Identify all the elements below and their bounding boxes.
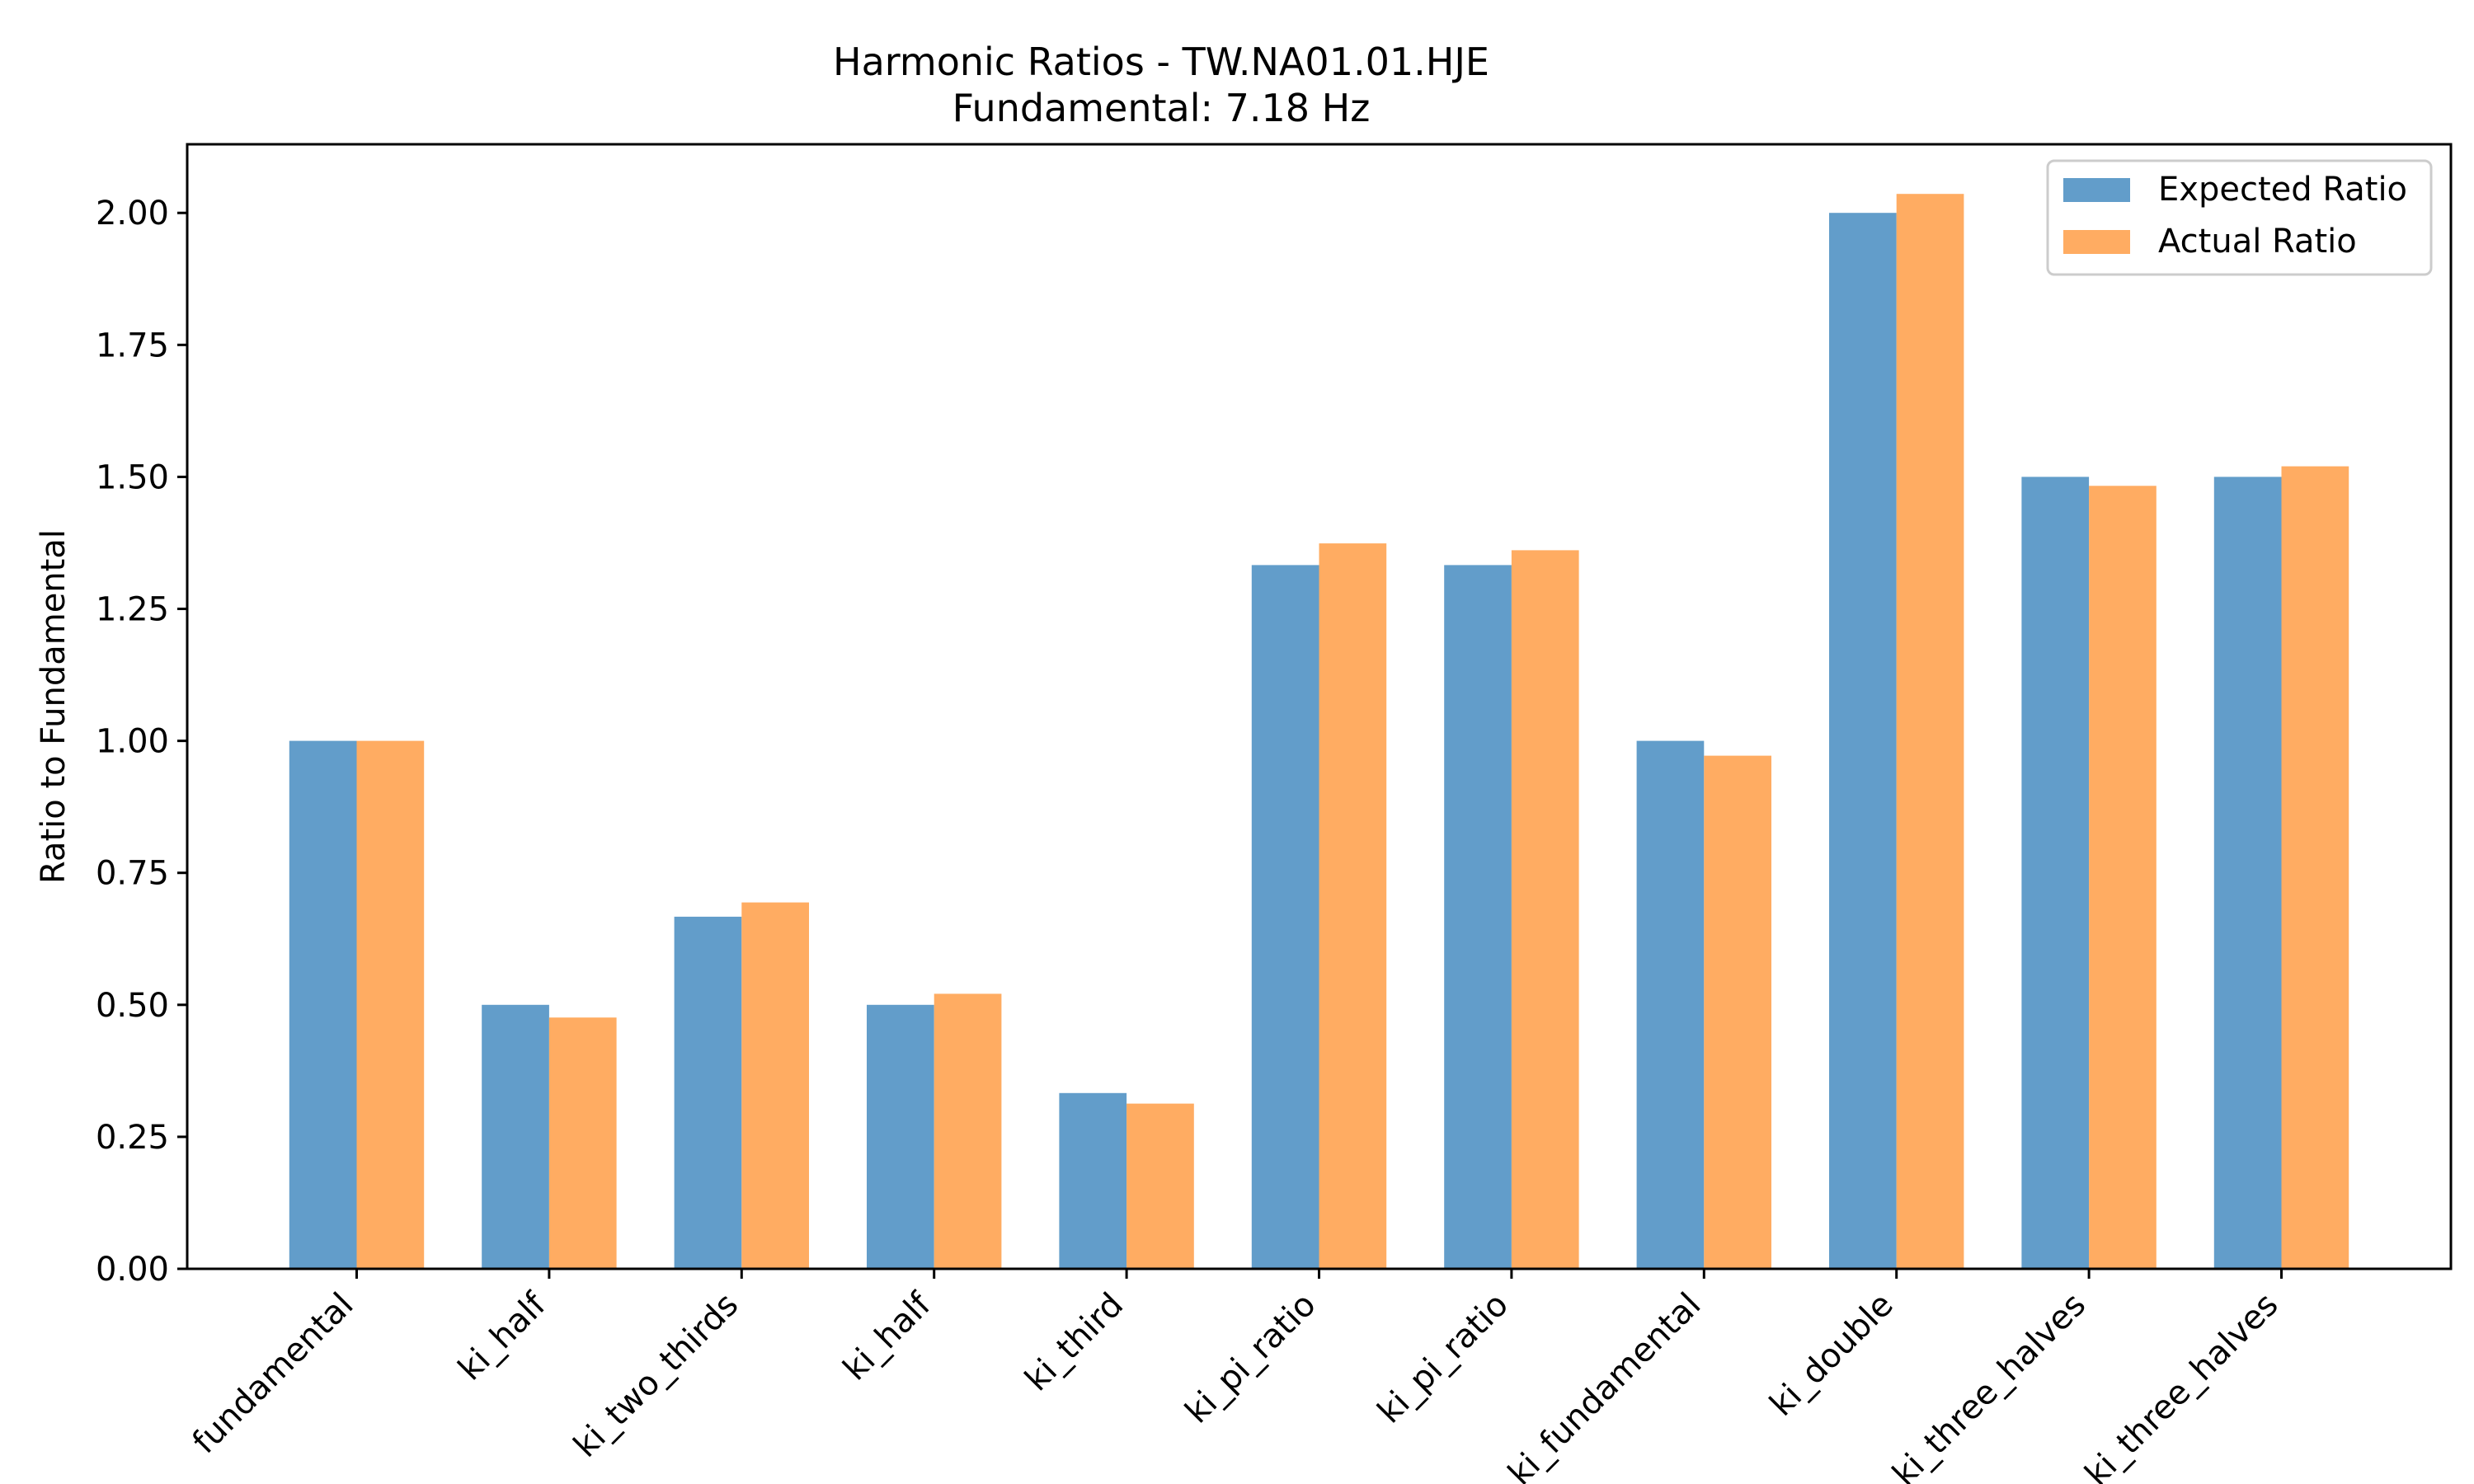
y-tick-label: 1.50	[96, 458, 169, 496]
bars-group	[289, 194, 2349, 1270]
chart-subtitle: Fundamental: 7.18 Hz	[952, 86, 1371, 130]
bar-expected-10	[2213, 477, 2282, 1269]
bar-expected-6	[1444, 565, 1512, 1269]
bar-actual-2	[741, 902, 809, 1269]
x-axis: fundamental ki_half ki_two_thirds ki_half ki…	[186, 1269, 2286, 1484]
legend-label-actual: Actual Ratio	[2158, 223, 2357, 261]
x-tick-label: ki_three_halves	[1885, 1286, 2093, 1484]
bar-expected-2	[674, 916, 742, 1269]
bar-actual-6	[1511, 550, 1579, 1269]
x-tick-label: ki_fundamental	[1501, 1286, 1708, 1484]
x-tick-label: ki_double	[1762, 1286, 1900, 1424]
bar-expected-5	[1251, 565, 1319, 1269]
bar-expected-8	[1829, 213, 1897, 1270]
x-tick-label: ki_third	[1018, 1286, 1131, 1399]
bar-actual-5	[1319, 543, 1387, 1269]
bar-actual-0	[356, 740, 425, 1269]
bar-expected-3	[867, 1004, 934, 1269]
bar-expected-0	[289, 740, 357, 1269]
y-tick-label: 1.75	[96, 326, 169, 364]
y-tick-label: 0.50	[96, 987, 169, 1025]
bar-actual-8	[1896, 194, 1964, 1270]
x-tick-label: ki_three_halves	[2078, 1286, 2286, 1484]
x-tick-label: ki_half	[836, 1285, 939, 1388]
bar-actual-9	[2089, 486, 2157, 1269]
chart-title: Harmonic Ratios - TW.NA01.01.HJE	[833, 40, 1489, 84]
x-tick-label: ki_two_thirds	[567, 1286, 745, 1465]
legend: Expected Ratio Actual Ratio	[2046, 159, 2433, 276]
legend-label-expected: Expected Ratio	[2158, 171, 2407, 209]
y-tick-label: 2.00	[96, 195, 169, 232]
bar-actual-10	[2281, 466, 2349, 1269]
bar-expected-7	[1636, 740, 1705, 1269]
x-tick-label: ki_pi_ratio	[1178, 1286, 1323, 1431]
x-tick-label: ki_half	[451, 1285, 554, 1388]
bar-expected-1	[482, 1004, 549, 1269]
y-axis: 0.00 0.25 0.50 0.75 1.00 1.25 1.50 1.75 2.00	[96, 195, 187, 1289]
bar-expected-9	[2021, 477, 2090, 1269]
bar-actual-7	[1704, 755, 1771, 1269]
bar-actual-1	[548, 1017, 617, 1269]
legend-swatch-actual	[2063, 230, 2130, 254]
legend-box	[2046, 159, 2433, 276]
legend-swatch-expected	[2063, 178, 2130, 202]
bar-actual-4	[1126, 1103, 1194, 1269]
y-tick-label: 1.25	[96, 591, 169, 629]
y-tick-label: 0.25	[96, 1119, 169, 1157]
x-tick-label: ki_pi_ratio	[1371, 1286, 1516, 1431]
y-axis-label: Ratio to Fundamental	[35, 529, 73, 884]
y-tick-label: 0.00	[96, 1251, 169, 1289]
x-tick-label: fundamental	[186, 1286, 361, 1462]
bar-actual-3	[934, 993, 1002, 1269]
y-tick-label: 1.00	[96, 723, 169, 761]
bar-expected-4	[1059, 1092, 1127, 1269]
y-tick-label: 0.75	[96, 855, 169, 893]
